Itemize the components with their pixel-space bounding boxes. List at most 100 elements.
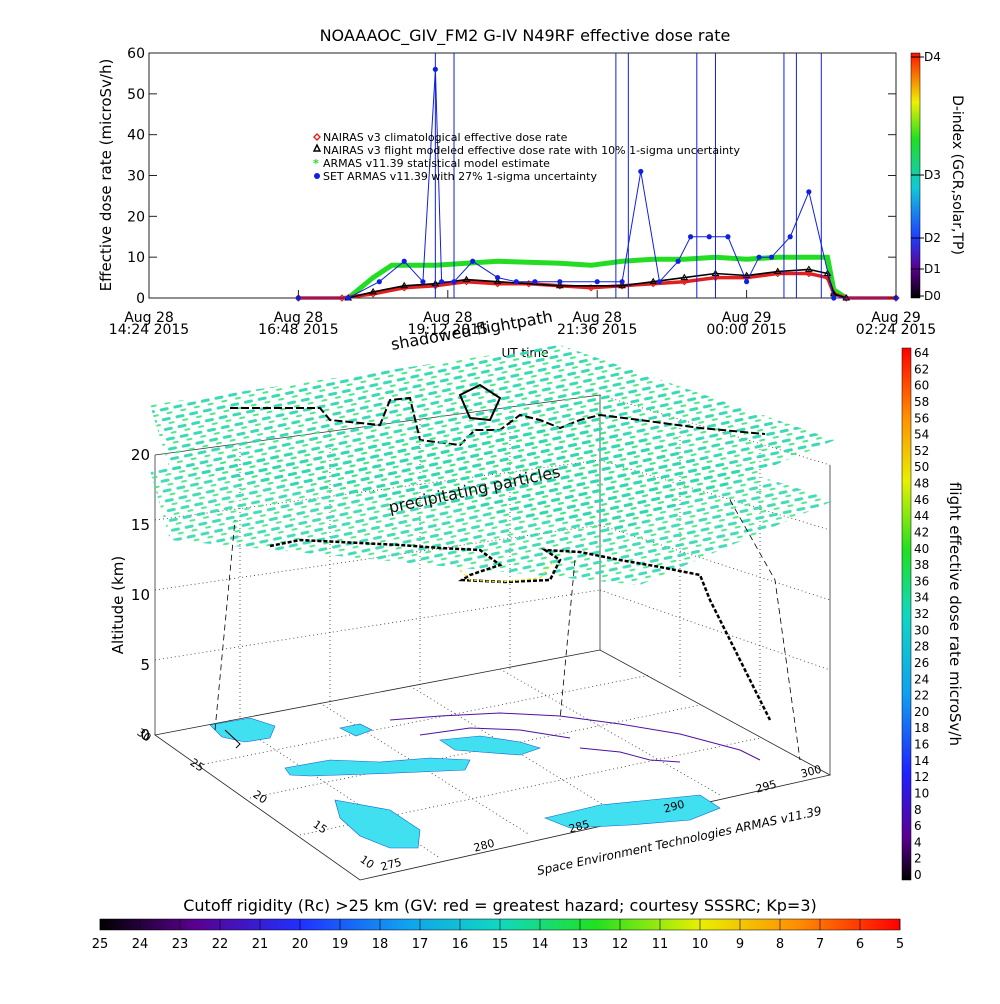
cutoff-tick-label: 5 bbox=[896, 937, 904, 952]
latitude-tick-label: 10 bbox=[358, 853, 377, 872]
latitude-tick-label: 30 bbox=[135, 726, 154, 745]
y-tick-label: 50 bbox=[127, 87, 145, 103]
flight-dose-tick-label: 44 bbox=[914, 509, 929, 523]
shadow-flightpath-loop bbox=[458, 383, 502, 422]
cutoff-tick-label: 13 bbox=[572, 937, 589, 952]
shadow-flightpath bbox=[230, 396, 766, 447]
series-point bbox=[618, 281, 626, 289]
latitude-tick-label: 15 bbox=[311, 818, 330, 837]
flight-dose-tick-label: 46 bbox=[914, 493, 929, 507]
x-tick-label: 02:24 2015 bbox=[856, 322, 936, 338]
longitude-tick-label: 275 bbox=[379, 856, 403, 874]
series-point bbox=[744, 257, 749, 262]
cutoff-tick-labels: 25 24 23 22 21 20 19 18 17 16 15 14 13 12 11 10 9 8 7 6 5 bbox=[92, 919, 904, 952]
x-tick-label: Aug 29 bbox=[722, 310, 772, 326]
series-point bbox=[806, 189, 812, 195]
series-point bbox=[371, 275, 376, 280]
flight-dose-tick-label: 26 bbox=[914, 656, 929, 670]
flight-dose-tick-label: 12 bbox=[914, 770, 929, 784]
flight-dose-tick-label: 58 bbox=[914, 395, 929, 409]
series-point bbox=[555, 281, 564, 289]
dindex-tick-label: D4 bbox=[924, 50, 941, 64]
series-point bbox=[588, 263, 593, 268]
flight-dose-tick-label: 54 bbox=[914, 428, 929, 442]
dindex-tick-label: D2 bbox=[924, 231, 941, 245]
series-point bbox=[651, 257, 656, 262]
flight-dose-tick-label: 18 bbox=[914, 721, 929, 735]
flight-dose-tick-label: 42 bbox=[914, 525, 929, 539]
latitude-tick-labels: 10 15 20 25 30 bbox=[135, 726, 377, 872]
cutoff-tick-label: 10 bbox=[692, 937, 709, 952]
flight-dose-colorbar: 0246810121416182022242628303234363840424… bbox=[901, 346, 964, 882]
longitude-tick-label: 280 bbox=[472, 837, 496, 855]
series-point bbox=[513, 279, 519, 285]
altitude-tick-label: 20 bbox=[131, 446, 150, 464]
series-point bbox=[649, 277, 658, 285]
series-point bbox=[756, 254, 762, 260]
altitude-tick-label: 15 bbox=[131, 516, 150, 534]
series-point bbox=[470, 258, 476, 264]
dindex-colorbar: D0 D1 D2 D3 D4 D-index (GCR,solar,TP) bbox=[910, 50, 965, 303]
series-point bbox=[495, 259, 500, 264]
series-point bbox=[420, 279, 426, 285]
series-point bbox=[587, 284, 595, 292]
y-tick-label: 60 bbox=[127, 46, 145, 62]
particles-layer bbox=[150, 420, 835, 585]
series-point bbox=[825, 255, 830, 260]
series-point bbox=[620, 259, 625, 264]
series-point bbox=[462, 275, 471, 283]
series-point bbox=[464, 261, 469, 266]
dindex-title: D-index (GCR,solar,TP) bbox=[949, 95, 965, 255]
y-tick-label: 0 bbox=[136, 291, 145, 307]
series-point bbox=[805, 269, 813, 278]
series-point bbox=[773, 267, 782, 274]
series-point bbox=[682, 257, 687, 262]
series-point bbox=[804, 265, 813, 272]
cutoff-tick-label: 15 bbox=[492, 937, 509, 952]
flight-dose-tick-label: 28 bbox=[914, 640, 929, 654]
longitude-tick-labels: 275 280 285 290 295 300 bbox=[379, 763, 823, 874]
series-point bbox=[556, 282, 564, 290]
series-point bbox=[525, 280, 533, 288]
series-point bbox=[768, 254, 775, 260]
flightpath-3d bbox=[269, 538, 772, 721]
flight-dose-tick-label: 4 bbox=[914, 835, 922, 849]
x-tick-label: Aug 29 bbox=[871, 310, 921, 326]
flight-dose-tick-label: 8 bbox=[914, 803, 922, 817]
x-tick-label: 21:36 2015 bbox=[557, 322, 637, 338]
flight-dose-tick-label: 24 bbox=[914, 672, 929, 686]
series-point bbox=[675, 258, 681, 264]
dose-rate-chart: NOAAAOC_GIV_FM2 G-IV N49RF effective dos… bbox=[97, 26, 936, 360]
x-tick-label: Aug 28 bbox=[572, 310, 622, 326]
longitude-tick-label: 290 bbox=[662, 798, 686, 816]
cutoff-tick-label: 6 bbox=[856, 937, 864, 952]
flight-dose-tick-label: 2 bbox=[914, 852, 922, 866]
legend: NAIRAS v3 climatological effective dose … bbox=[312, 131, 740, 183]
legend-label-climatological: NAIRAS v3 climatological effective dose … bbox=[323, 131, 568, 144]
x-tick-label: 14:24 2015 bbox=[109, 322, 189, 338]
x-tick-label: 00:00 2015 bbox=[706, 322, 786, 338]
flight-dose-tick-label: 62 bbox=[914, 362, 929, 376]
series-point bbox=[725, 234, 731, 240]
legend-marker-climatological bbox=[313, 133, 321, 141]
flight-dose-tick-label: 56 bbox=[914, 411, 929, 425]
series-point bbox=[557, 279, 563, 285]
latitude-tick-label: 20 bbox=[251, 788, 270, 807]
series-point bbox=[345, 295, 351, 301]
dindex-tick-label: D3 bbox=[924, 168, 941, 182]
series-line-1 bbox=[348, 268, 847, 299]
x-tick-label: Aug 28 bbox=[124, 310, 174, 326]
series-point bbox=[493, 277, 502, 285]
series-point bbox=[619, 279, 625, 285]
series-line-3 bbox=[298, 69, 896, 299]
series-point bbox=[495, 274, 501, 281]
x-tick-label: Aug 28 bbox=[274, 310, 324, 326]
altitude-axis-label: Altitude (km) bbox=[109, 556, 127, 654]
legend-marker-flight-modeled bbox=[312, 143, 322, 152]
series-point bbox=[806, 255, 811, 260]
cutoff-tick-label: 23 bbox=[172, 937, 189, 952]
flight-dose-tick-label: 36 bbox=[914, 574, 929, 588]
y-tick-label: 40 bbox=[127, 128, 145, 144]
